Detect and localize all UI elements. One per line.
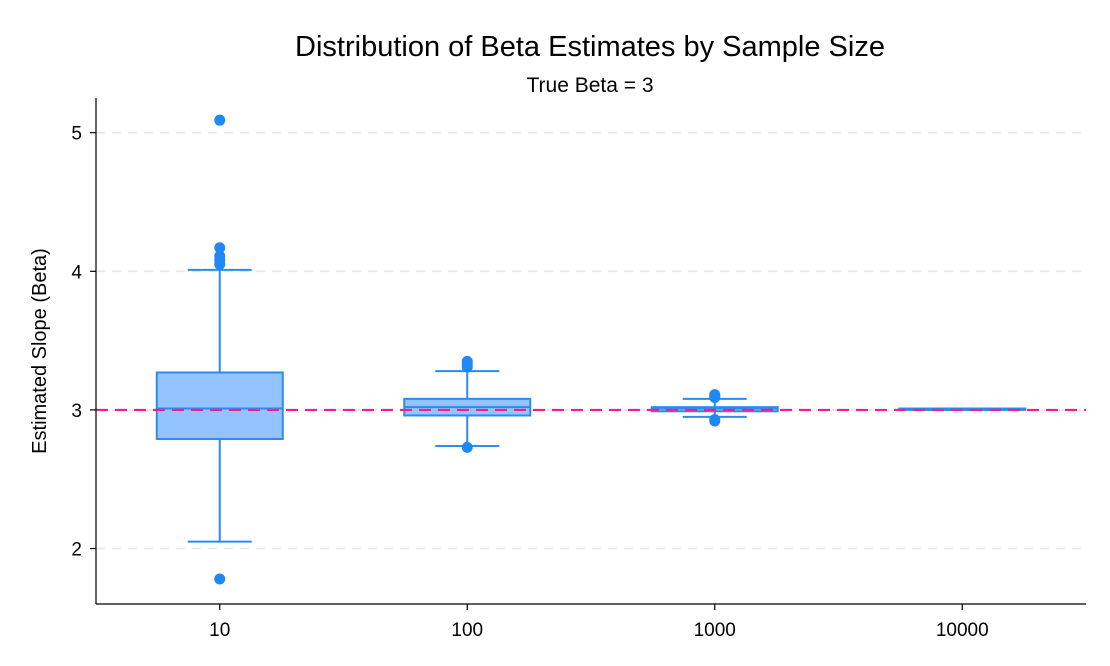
outlier-point-1000-4 — [709, 389, 721, 401]
x-tick-label-1000: 1000 — [694, 620, 736, 641]
ticks-group: 2 3 4 5 10 100 1000 10000 — [71, 124, 988, 641]
axes — [95, 98, 1086, 605]
outlier-point-100-3 — [461, 355, 473, 367]
box-10 — [155, 371, 284, 441]
outlier-point-1000-1 — [709, 414, 721, 426]
outlier-point-10-4 — [214, 242, 226, 254]
outlier-point-10-0 — [214, 573, 226, 585]
y-tick-label-5: 5 — [71, 124, 82, 145]
boxes-group — [155, 114, 1027, 585]
y-tick-label-2: 2 — [71, 540, 82, 561]
outlier-point-10-3 — [214, 250, 226, 262]
x-tick-label-10000: 10000 — [936, 620, 989, 641]
outlier-point-10-5 — [214, 114, 226, 126]
gridlines — [96, 131, 1086, 550]
box-group-100 — [403, 355, 532, 453]
chart-subtitle: True Beta = 3 — [526, 74, 653, 97]
x-tick-label-100: 100 — [451, 620, 483, 641]
y-tick-label-3: 3 — [71, 401, 82, 422]
box-group-1000 — [650, 389, 779, 427]
y-axis-title: Estimated Slope (Beta) — [29, 248, 51, 454]
outlier-point-100-0 — [461, 441, 473, 453]
y-tick-label-4: 4 — [71, 262, 82, 283]
x-tick-label-10: 10 — [209, 620, 230, 641]
chart-title: Distribution of Beta Estimates by Sample… — [295, 31, 885, 63]
box-group-10 — [155, 114, 284, 585]
